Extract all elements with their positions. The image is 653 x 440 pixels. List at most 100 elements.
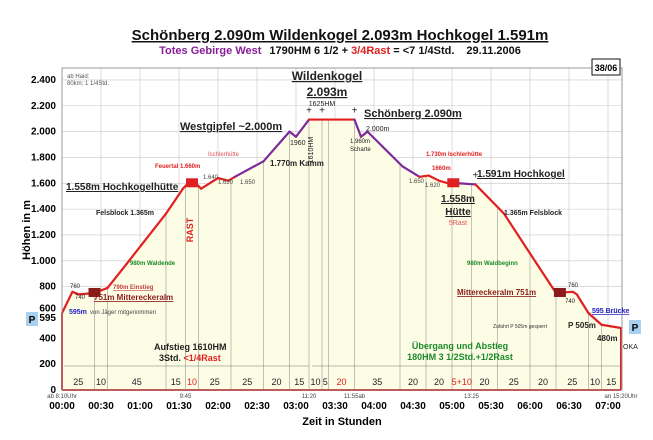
summit-cross-icon: + [319,106,325,117]
segment-duration-label: 15 [171,377,181,387]
segment-duration-label: 10 [590,377,600,387]
ann-bruecke: 595 Brücke [592,308,629,315]
x-tick-labels: 00:00 00:30 01:00 01:30 02:00 02:30 03:00 03:30… [49,401,621,412]
y-tick-label: 200 [39,359,56,370]
ann-5rast: 5Rast [449,220,467,227]
segment-duration-label: 25 [242,377,252,387]
time-mark: 13:25 [464,394,480,400]
x-tick-label: 05:30 [478,401,504,412]
x-tick-label: 05:00 [439,401,465,412]
segment-duration-label: 20 [479,377,489,387]
segment-duration-label: 15 [606,377,616,387]
y-tick-label: 1.000 [31,256,56,267]
profile-segment [164,187,184,215]
x-tick-label: 06:00 [517,401,543,412]
ann-1960: 1960 [290,140,306,147]
time-mark: an 15:20Uhr [604,394,637,400]
ann-huette-height: 1.558m [441,194,475,205]
time-mark: 11:20 [302,394,317,400]
y-tick-label: 595 [39,313,56,324]
ann-scharte-height: 1.960m [350,139,370,145]
y-tick-label: 2.200 [31,101,56,112]
ann-einstieg: 790m Einstieg [113,285,154,291]
ann-r760: 760 [568,283,579,289]
profile-segment [288,130,298,138]
segment-duration-label: 5+10 [452,377,472,387]
time-mark: 11:55ab [344,394,366,400]
ann-aufstieg: Aufstieg 1610HM [154,342,227,352]
parking-icon-end [629,320,641,334]
ann-1650: 1.650 [240,180,256,186]
y-tick-label: 1.200 [31,230,56,241]
segment-duration-label: 35 [372,377,382,387]
profile-segment [233,160,265,178]
profile-segment [106,262,129,290]
ann-uebergang-time: 180HM 3 1/2Std.+1/2Rast [407,352,513,362]
ann-480: 480m [597,334,617,343]
y-tick-label: 1.400 [31,204,56,215]
profile-segment [366,130,404,168]
profile-segment [427,174,441,182]
x-tick-label: 04:30 [400,401,426,412]
ann-595: 595m [69,309,87,316]
profile-segment [457,182,477,186]
ann-schoenberg: Schönberg 2.090m [364,108,462,120]
ann-jaeger: von Jäger mitgenommen [90,310,156,316]
ann-ischlerhuette: Ischlerhütte [208,152,240,158]
y-tick-label: 0 [50,385,56,396]
ann-huette: Hütte [445,207,471,218]
y-axis-label: Höhen in m [21,200,33,260]
x-tick-label: 07:00 [595,401,621,412]
profile-segment [294,118,311,138]
profile-segment [71,290,81,296]
ann-r1620: 1.620 [425,183,441,189]
y-tick-label: 1.600 [31,178,56,189]
ann-waldbeginn: 980m Waldbeginn [467,261,518,267]
profile-segment [587,312,603,326]
ann-westgipfel: Westgipfel ~2.000m [180,121,282,133]
ann-ischlerhuette-2: 1.730m Ischlerhütte [426,152,483,158]
profile-segment [535,262,558,295]
annotations: ab Haid: 80km; 1 1/4Std. Wildenkogel 2.0… [64,69,638,367]
profile-segment [353,118,363,138]
ann-haid2: 80km; 1 1/4Std. [67,81,109,87]
summit-cross-icon: + [472,170,478,181]
ann-r740: 740 [565,299,576,305]
ann-haid1: ab Haid: [67,74,90,80]
hut-icon [186,178,198,188]
profile-segment [359,130,369,138]
ann-r1650: 1.650 [409,179,425,185]
segment-duration-label: 25 [567,377,577,387]
x-tick-label: 03:00 [283,401,309,412]
x-tick-label: 04:00 [361,401,387,412]
x-tick-label: 01:00 [127,401,153,412]
y-tick-label: 600 [39,303,56,314]
x-tick-label: 01:30 [166,401,192,412]
x-tick-label: 06:30 [556,401,582,412]
segment-duration-label: 20 [538,377,548,387]
profile-segment [125,212,168,265]
ann-scharte: Scharte [350,147,371,153]
ann-740: 740 [75,295,86,301]
ann-feuertal: Feuertal 1.660m [155,164,200,170]
profile-segment [474,183,506,215]
ann-1625hm: 1625HM [309,101,336,108]
x-tick-label: 02:30 [244,401,270,412]
ann-1620: 1.620 [218,180,234,186]
segment-duration-label: 15 [294,377,304,387]
segment-labels: 25 10 45 15 10 25 25 20 15 10 5 20 35 20 20 5+10 20 25 20 2… [73,377,616,387]
ann-felsblock-2: 1.365m Felsblock [504,210,562,217]
profile-segment [437,179,450,185]
badge: 38/06 [595,63,618,73]
time-mark: ab 8:10Uhr [47,394,77,400]
ann-760: 760 [70,284,81,290]
segment-duration-label: 20 [271,377,281,387]
parking-icon-start [26,312,38,326]
parking-label-start: P [29,315,36,326]
time-mark: 9:45 [180,394,192,400]
hut-icon [88,287,101,297]
summit-cross-icon: + [352,106,358,117]
x-tick-label: 02:00 [205,401,231,412]
